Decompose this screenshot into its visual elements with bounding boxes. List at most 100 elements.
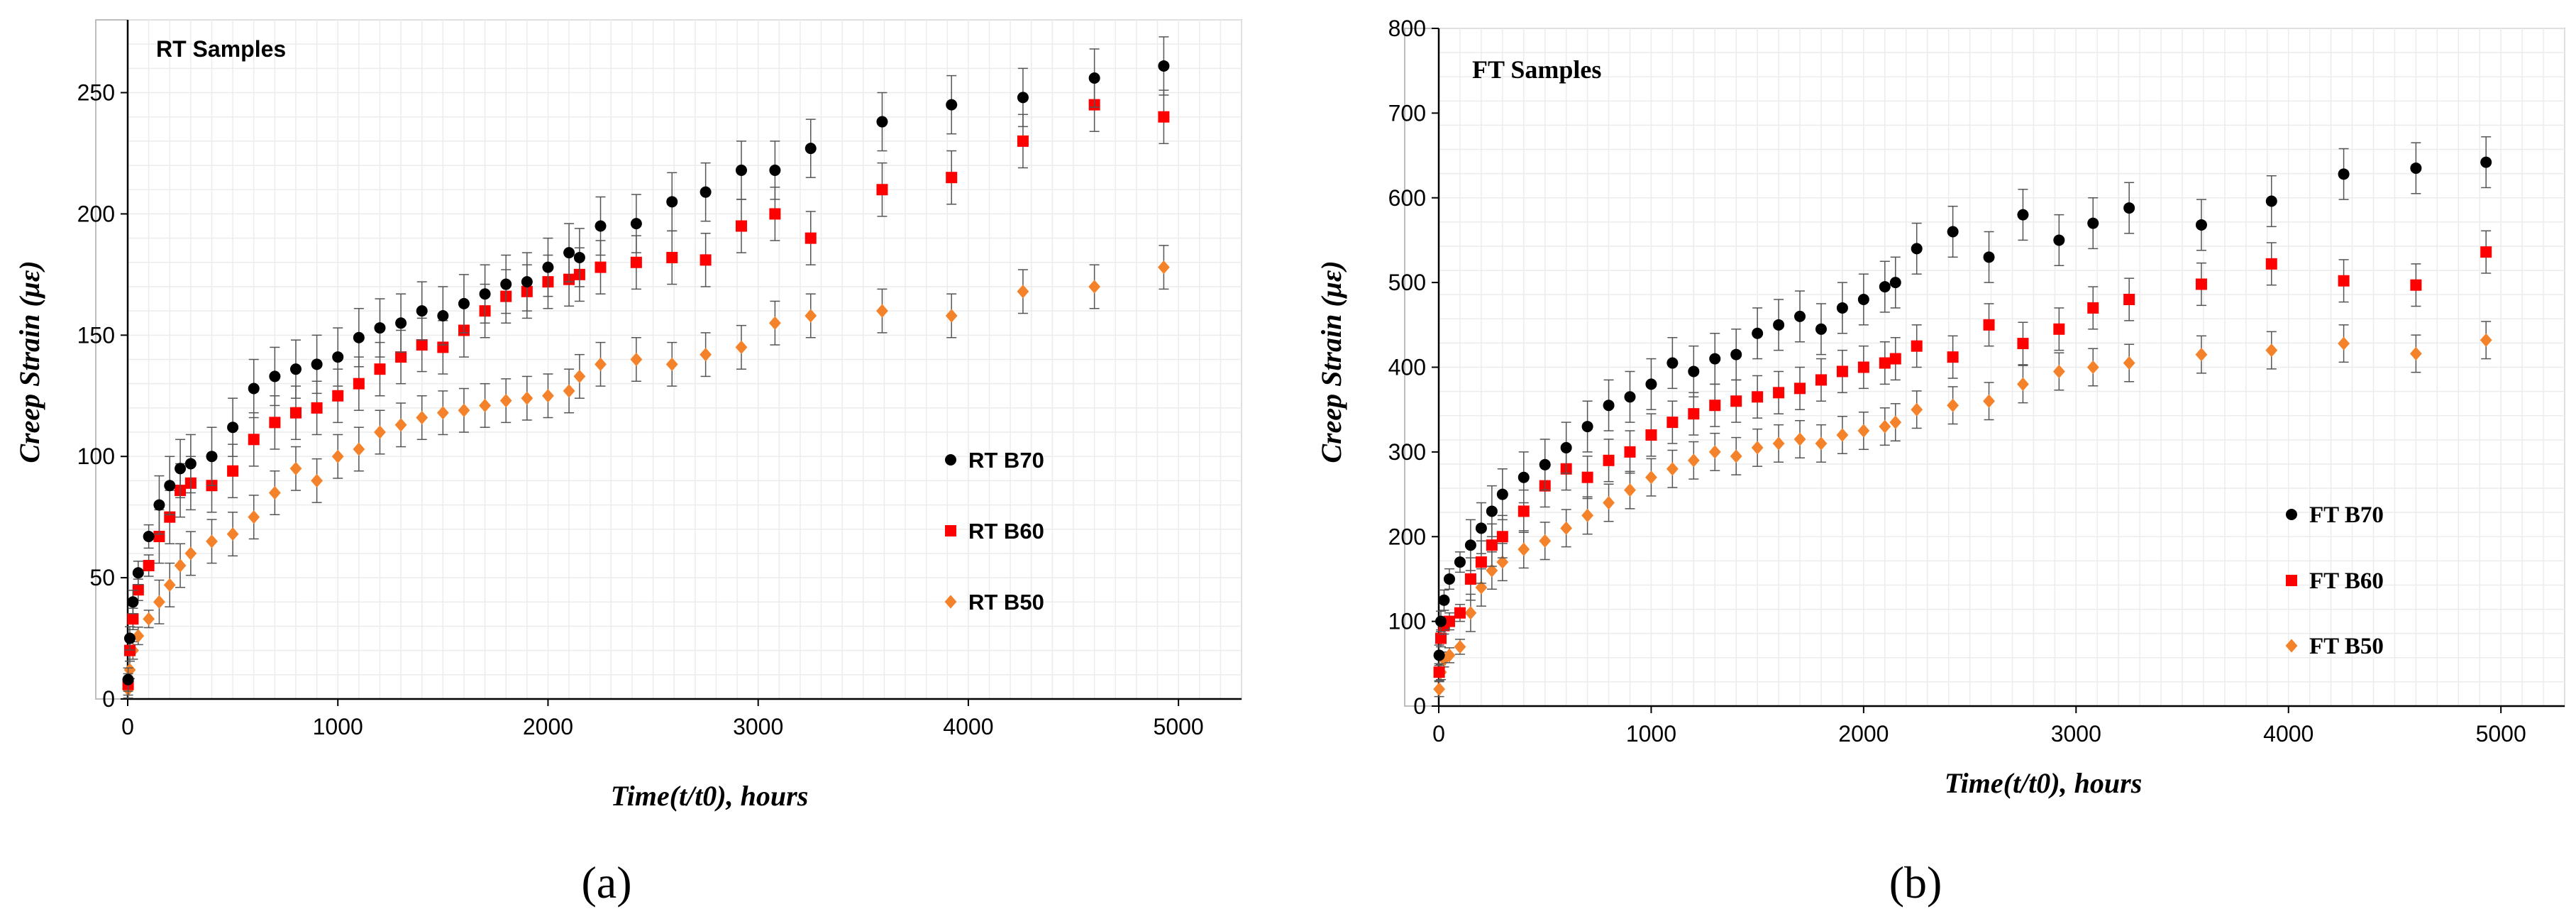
data-point — [458, 297, 470, 309]
data-point — [227, 465, 239, 477]
data-point — [458, 403, 470, 417]
y-tick-label: 700 — [1388, 100, 1426, 126]
data-point — [1815, 374, 1827, 386]
y-tick-label: 800 — [1388, 16, 1426, 41]
data-point — [143, 531, 155, 543]
data-point — [2052, 364, 2065, 379]
data-point — [1857, 361, 1869, 373]
data-point — [174, 558, 187, 573]
data-point — [1624, 483, 1636, 497]
data-point — [1435, 632, 1447, 644]
legend-marker — [2285, 639, 2298, 653]
x-tick-label: 0 — [121, 714, 134, 739]
chart-title: FT Samples — [1472, 55, 1601, 84]
data-point — [1836, 365, 1848, 378]
y-tick-label: 300 — [1388, 439, 1426, 465]
legend-label: RT B70 — [968, 448, 1044, 473]
data-point — [184, 546, 197, 561]
data-point — [123, 632, 136, 644]
data-point — [1486, 505, 1498, 517]
data-point — [542, 389, 554, 403]
data-point — [164, 480, 176, 492]
data-point — [479, 398, 491, 413]
data-point — [805, 232, 817, 244]
data-point — [2409, 346, 2422, 360]
data-point — [630, 218, 642, 230]
data-point — [1603, 400, 1615, 412]
data-point — [353, 378, 365, 390]
data-point — [1911, 402, 1923, 417]
x-tick-label: 1000 — [313, 714, 363, 739]
data-point — [1454, 607, 1466, 619]
data-point — [1947, 351, 1959, 363]
data-point — [416, 338, 428, 351]
data-point — [2086, 360, 2099, 375]
data-point — [1435, 615, 1447, 627]
data-point — [1666, 357, 1679, 369]
data-point — [1454, 639, 1466, 654]
data-point — [132, 629, 145, 643]
data-point — [226, 527, 239, 541]
data-point — [353, 442, 365, 456]
series-ft-b50 — [1433, 321, 2492, 698]
data-point — [2338, 275, 2350, 287]
y-axis-label: Creep Strain (με) — [1315, 260, 1347, 463]
data-point — [1088, 72, 1100, 84]
data-point — [946, 99, 958, 111]
data-point — [1815, 323, 1827, 335]
data-point — [1017, 92, 1029, 104]
x-tick-label: 4000 — [2263, 721, 2314, 747]
x-tick-label: 3000 — [2051, 721, 2101, 747]
data-point — [184, 458, 197, 470]
y-tick-label: 600 — [1388, 185, 1426, 211]
data-point — [1433, 666, 1445, 678]
data-point — [1889, 277, 1901, 289]
data-point — [1518, 505, 1530, 517]
data-point — [1688, 408, 1700, 420]
data-point — [2017, 338, 2029, 350]
data-point — [175, 463, 187, 475]
data-point — [1157, 260, 1170, 275]
data-point — [630, 256, 642, 268]
data-point — [500, 278, 512, 290]
legend-item-rt-b50: RT B50 — [944, 590, 1044, 615]
data-point — [2195, 278, 2207, 290]
series-ft-b70 — [1433, 136, 2492, 666]
data-point — [1486, 539, 1498, 551]
data-point — [876, 116, 888, 128]
data-point — [521, 391, 534, 405]
data-point — [1464, 539, 1476, 551]
data-point — [573, 251, 585, 263]
data-point — [153, 499, 165, 511]
y-tick-label: 100 — [77, 444, 115, 469]
data-point — [374, 322, 386, 334]
data-point — [1645, 429, 1657, 441]
data-point — [248, 510, 260, 524]
data-point — [2053, 234, 2065, 246]
data-point — [2265, 258, 2277, 270]
data-point — [122, 673, 134, 686]
legend-label: RT B50 — [968, 590, 1044, 615]
data-point — [2195, 219, 2207, 231]
y-tick-label: 200 — [1388, 524, 1426, 549]
data-point — [945, 309, 958, 323]
data-point — [768, 316, 781, 330]
data-point — [1475, 556, 1487, 568]
data-point — [248, 382, 260, 395]
x-tick-label: 5000 — [2476, 721, 2526, 747]
grid-lines — [1438, 28, 2565, 707]
legend-marker — [945, 454, 956, 466]
y-tick-label: 150 — [77, 322, 115, 348]
data-point — [735, 164, 747, 176]
data-point — [2087, 302, 2099, 314]
data-point — [876, 184, 888, 196]
data-point — [479, 288, 491, 300]
subfigure-label: (b) — [1889, 857, 1942, 908]
data-point — [2053, 323, 2065, 335]
data-point — [1794, 310, 1806, 322]
data-point — [2480, 246, 2492, 258]
x-tick-label: 4000 — [943, 714, 993, 739]
data-point — [1666, 417, 1679, 429]
y-tick-label: 0 — [102, 686, 115, 712]
data-point — [1443, 573, 1455, 585]
